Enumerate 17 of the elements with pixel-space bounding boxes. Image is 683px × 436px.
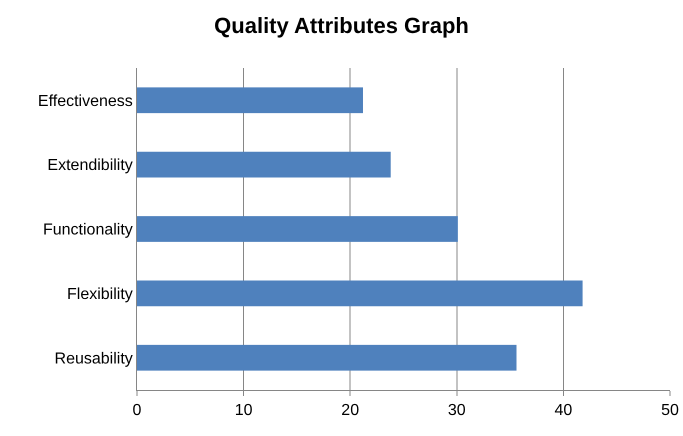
chart-title: Quality Attributes Graph	[214, 12, 469, 38]
x-tick-label: 50	[661, 402, 679, 420]
x-tick-label: 0	[132, 402, 142, 420]
y-tick-label: Reusability	[54, 350, 133, 368]
bar	[137, 216, 458, 242]
x-tick-label: 20	[341, 402, 360, 420]
y-tick-label: Flexibility	[67, 286, 133, 303]
x-tick-label: 10	[234, 402, 253, 420]
bar	[137, 280, 583, 306]
bar	[137, 344, 516, 371]
y-tick-label: Effectiveness	[38, 92, 133, 110]
x-tick-label: 30	[448, 402, 466, 420]
bar	[137, 152, 391, 178]
y-tick-label: Functionality	[42, 222, 133, 239]
bar	[137, 87, 363, 114]
y-tick-label: Extendibility	[47, 157, 133, 174]
x-tick-label: 40	[554, 402, 572, 420]
